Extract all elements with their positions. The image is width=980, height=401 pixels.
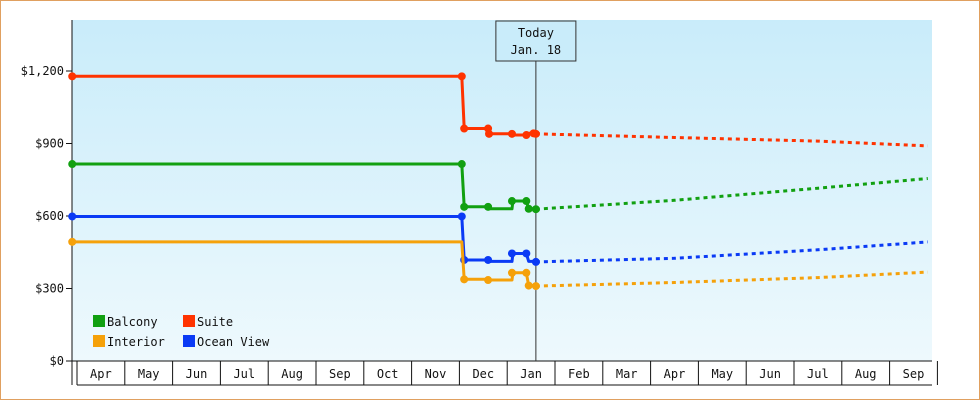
data-point-balcony: [531, 205, 540, 214]
legend: Balcony Suite Interior Ocean View: [93, 315, 270, 349]
month-label: May: [711, 367, 733, 381]
data-point-interior: [507, 268, 516, 277]
data-point-ocean-view: [457, 212, 466, 221]
month-label: Jan: [520, 367, 542, 381]
data-point-interior: [68, 237, 77, 246]
data-point-interior: [484, 276, 493, 285]
data-point-suite: [485, 129, 494, 138]
month-label: Aug: [281, 367, 303, 381]
series-interior: [68, 237, 928, 291]
data-point-balcony: [457, 160, 466, 169]
data-point-suite: [457, 72, 466, 81]
legend-swatch-balcony: [93, 315, 105, 327]
month-label: Oct: [377, 367, 399, 381]
data-point-suite: [531, 129, 540, 138]
data-point-ocean-view: [68, 212, 77, 221]
month-label: Sep: [329, 367, 351, 381]
y-tick-label: $1,200: [21, 64, 64, 78]
legend-swatch-interior: [93, 335, 105, 347]
legend-swatch-suite: [183, 315, 195, 327]
legend-label-balcony: Balcony: [107, 315, 158, 329]
legend-label-suite: Suite: [197, 315, 233, 329]
month-label: Sep: [903, 367, 925, 381]
data-point-ocean-view: [531, 257, 540, 266]
series-suite: [68, 72, 928, 148]
data-point-suite: [460, 124, 469, 133]
month-label: Feb: [568, 367, 590, 381]
series-forecast-interior: [535, 270, 928, 288]
month-label: Apr: [90, 367, 112, 381]
month-label: Apr: [664, 367, 686, 381]
data-point-balcony: [68, 160, 77, 169]
y-tick-label: $0: [50, 354, 64, 368]
month-label: Jul: [233, 367, 255, 381]
data-point-suite: [522, 131, 531, 140]
data-point-ocean-view: [507, 249, 516, 258]
month-label: Mar: [616, 367, 638, 381]
y-tick-label: $600: [35, 209, 64, 223]
data-point-interior: [460, 275, 469, 284]
today-box: [495, 20, 577, 62]
month-label: Jun: [759, 367, 781, 381]
series-balcony: [68, 160, 928, 214]
data-point-balcony: [524, 204, 533, 213]
today-label: Today: [518, 26, 554, 40]
legend-swatch-ocean-view: [183, 335, 195, 347]
data-point-ocean-view: [522, 249, 531, 258]
data-point-interior: [531, 282, 540, 291]
data-point-interior: [524, 281, 533, 290]
x-axis: Apr May Jun Jul Aug Sep Oct Nov Dec Jan Feb Mar Apr M…: [72, 360, 938, 386]
series-forecast-suite: [535, 132, 928, 148]
data-point-interior: [522, 268, 531, 277]
series-forecast-balcony: [535, 177, 928, 211]
data-point-suite: [507, 129, 516, 138]
month-label: Aug: [855, 367, 877, 381]
month-label: Dec: [472, 367, 494, 381]
y-tick-label: $900: [35, 137, 64, 151]
month-label: Jul: [807, 367, 829, 381]
y-axis: $0 $300 $600 $900 $1,200: [21, 20, 73, 385]
today-date: Jan. 18: [511, 43, 562, 57]
data-point-balcony: [507, 197, 516, 206]
data-point-balcony: [484, 202, 493, 211]
series-forecast-ocean-view: [535, 240, 928, 264]
legend-label-interior: Interior: [107, 335, 165, 349]
month-label: May: [138, 367, 160, 381]
legend-label-ocean-view: Ocean View: [197, 335, 270, 349]
y-tick-label: $300: [35, 282, 64, 296]
month-label: Nov: [425, 367, 447, 381]
data-point-balcony: [522, 197, 531, 206]
series-group: [68, 72, 928, 291]
data-point-balcony: [460, 202, 469, 211]
data-point-suite: [68, 72, 77, 81]
month-label: Jun: [186, 367, 208, 381]
data-point-ocean-view: [484, 255, 493, 264]
